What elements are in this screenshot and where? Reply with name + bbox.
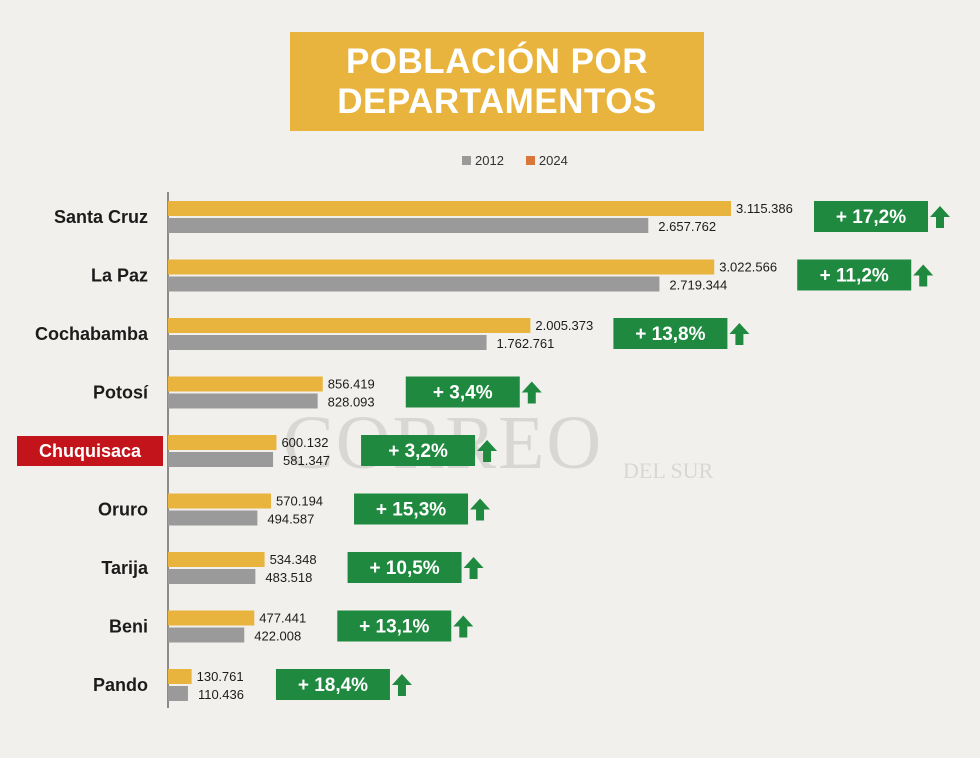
- category-label: Pando: [93, 675, 148, 695]
- up-arrow-icon: [930, 206, 950, 228]
- bar-2012: [168, 276, 660, 292]
- bar-2024: [168, 376, 323, 392]
- growth-label: + 13,8%: [635, 324, 705, 345]
- growth-badge: [613, 318, 728, 349]
- bar-2012: [168, 335, 487, 350]
- up-arrow-icon: [470, 498, 491, 521]
- bar-2024: [168, 610, 255, 626]
- value-label-2012: 828.093: [328, 395, 375, 410]
- growth-label: + 15,3%: [376, 500, 446, 521]
- value-label-2024: 3.022.566: [719, 260, 777, 275]
- bar-2012: [168, 627, 245, 643]
- category-label: Oruro: [98, 500, 148, 520]
- value-label-2024: 856.419: [328, 377, 375, 392]
- growth-label: + 10,5%: [369, 558, 439, 579]
- value-label-2024: 2.005.373: [535, 318, 593, 333]
- up-arrow-icon: [729, 323, 750, 345]
- bar-2024: [168, 318, 531, 333]
- value-label-2024: 600.132: [281, 435, 328, 450]
- legend-label-2012: 2012: [475, 152, 504, 168]
- value-label-2012: 2.719.344: [669, 278, 727, 293]
- category-label-highlight-bg: [17, 436, 163, 466]
- bar-2024: [168, 435, 277, 450]
- growth-badge: [797, 259, 912, 291]
- category-label: Chuquisaca: [39, 441, 142, 461]
- growth-badge: [337, 610, 452, 642]
- growth-label: + 3,4%: [433, 383, 493, 404]
- category-label: Santa Cruz: [54, 207, 148, 227]
- category-label: Tarija: [101, 558, 149, 578]
- up-arrow-icon: [453, 615, 474, 638]
- growth-badge: [354, 493, 469, 525]
- value-label-2012: 581.347: [283, 453, 330, 468]
- bar-2012: [168, 452, 274, 467]
- value-label-2012: 110.436: [198, 687, 244, 702]
- category-label: La Paz: [91, 266, 148, 286]
- bar-2024: [168, 259, 715, 275]
- legend: 2012 2024: [462, 150, 568, 170]
- legend-swatch-2024: [525, 155, 535, 165]
- growth-label: + 17,2%: [836, 207, 906, 228]
- legend-label-2024: 2024: [538, 152, 568, 168]
- growth-badge: [275, 669, 390, 700]
- category-label: Cochabamba: [35, 324, 149, 344]
- bar-2024: [168, 201, 731, 216]
- growth-badge: [361, 435, 476, 466]
- value-label-2024: 570.194: [276, 494, 323, 509]
- growth-badge: [405, 376, 520, 408]
- value-label-2012: 2.657.762: [658, 219, 716, 234]
- value-label-2024: 130.761: [197, 669, 244, 684]
- up-arrow-icon: [463, 557, 484, 579]
- bar-2012: [168, 218, 649, 233]
- growth-label: + 11,2%: [820, 266, 889, 287]
- category-label: Beni: [109, 617, 148, 637]
- up-arrow-icon: [913, 264, 934, 287]
- up-arrow-icon: [521, 381, 542, 404]
- value-label-2024: 477.441: [259, 611, 306, 626]
- bar-2012: [168, 510, 258, 526]
- bar-2024: [168, 493, 272, 509]
- chart-title: POBLACIÓN POR DEPARTAMENTOS: [290, 32, 704, 131]
- legend-item-2024: 2024: [525, 152, 568, 168]
- up-arrow-icon: [477, 440, 498, 462]
- chart-title-line-2: DEPARTAMENTOS: [337, 81, 657, 121]
- bar-2012: [168, 393, 318, 409]
- growth-badge: [814, 201, 928, 232]
- value-label-2024: 534.348: [270, 552, 317, 567]
- growth-label: + 13,1%: [359, 617, 429, 638]
- bar-2024: [168, 669, 192, 684]
- up-arrow-icon: [391, 674, 412, 696]
- growth-badge: [347, 552, 462, 583]
- value-label-2012: 483.518: [265, 570, 312, 585]
- legend-item-2012: 2012: [462, 153, 504, 168]
- value-label-2012: 494.587: [267, 512, 314, 527]
- chart-title-line-1: POBLACIÓN POR: [345, 41, 649, 81]
- growth-label: + 18,4%: [298, 675, 368, 696]
- bar-2012: [168, 686, 188, 701]
- category-label: Potosí: [93, 383, 149, 403]
- bar-2012: [168, 569, 256, 584]
- legend-swatch-2012: [462, 155, 471, 165]
- value-label-2012: 422.008: [254, 629, 301, 644]
- growth-label: + 3,2%: [388, 441, 448, 462]
- value-label-2012: 1.762.761: [497, 336, 555, 351]
- bar-2024: [168, 552, 265, 567]
- value-label-2024: 3.115.386: [736, 201, 793, 216]
